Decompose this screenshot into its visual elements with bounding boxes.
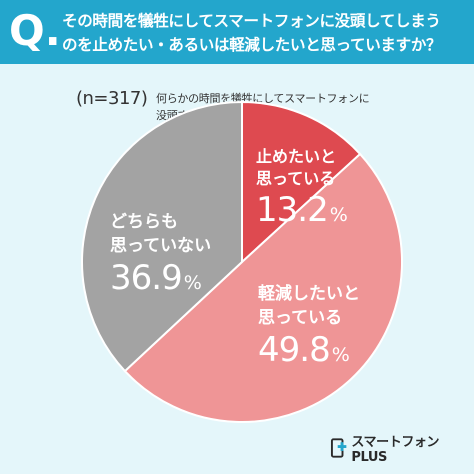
question-text: その時間を犠牲にしてスマートフォンに没頭してしまう のを止めたい・あるいは軽減し…: [62, 9, 468, 57]
question-line-1: その時間を犠牲にしてスマートフォンに没頭してしまう: [62, 12, 441, 30]
slice-label-stop-line-2: 思っている: [256, 169, 336, 188]
slice-label-stop: 止めたいと 思っている 13.2%: [256, 146, 348, 235]
slice-value-stop-unit: %: [329, 204, 348, 226]
pie-slice-neither: [81, 100, 243, 373]
subtitle-line-1: 何らかの時間を犠牲にしてスマートフォンに: [156, 92, 370, 105]
smartphone-plus-logo-icon: [330, 438, 347, 458]
question-mark: Q.: [9, 6, 61, 55]
question-header: Q. その時間を犠牲にしてスマートフォンに没頭してしまう のを止めたい・あるいは…: [0, 0, 474, 64]
sample-size: (n=317): [76, 88, 148, 109]
brand-logo-text: スマートフォン PLUS: [351, 435, 440, 465]
slice-value-stop: 13.2%: [256, 190, 348, 235]
slice-label-neither: どちらも 思っていない 36.9%: [110, 210, 211, 303]
slice-value-reduce: 49.8%: [258, 330, 360, 375]
slice-value-neither: 36.9%: [110, 258, 211, 303]
slice-label-stop-line-1: 止めたいと: [256, 147, 337, 166]
slice-label-reduce-line-1: 軽減したいと: [258, 284, 360, 304]
slice-label-neither-line-1: どちらも: [110, 212, 178, 232]
slice-label-neither-line-2: 思っていない: [110, 236, 212, 256]
slice-label-reduce: 軽減したいと 思っている 49.8%: [258, 282, 360, 375]
slice-value-neither-unit: %: [183, 272, 202, 294]
brand-logo: スマートフォン PLUS: [330, 435, 474, 465]
pie-slice-stop: [241, 100, 362, 265]
slice-value-reduce-number: 49.8: [258, 330, 331, 370]
slice-label-reduce-line-2: 思っている: [258, 308, 343, 328]
slice-value-stop-number: 13.2: [256, 190, 329, 230]
question-line-2: のを止めたい・あるいは軽減したいと思っていますか？: [62, 36, 442, 54]
pie-slice-reduce: [123, 152, 403, 423]
slice-value-neither-number: 36.9: [110, 258, 183, 298]
slice-value-reduce-unit: %: [331, 344, 350, 366]
